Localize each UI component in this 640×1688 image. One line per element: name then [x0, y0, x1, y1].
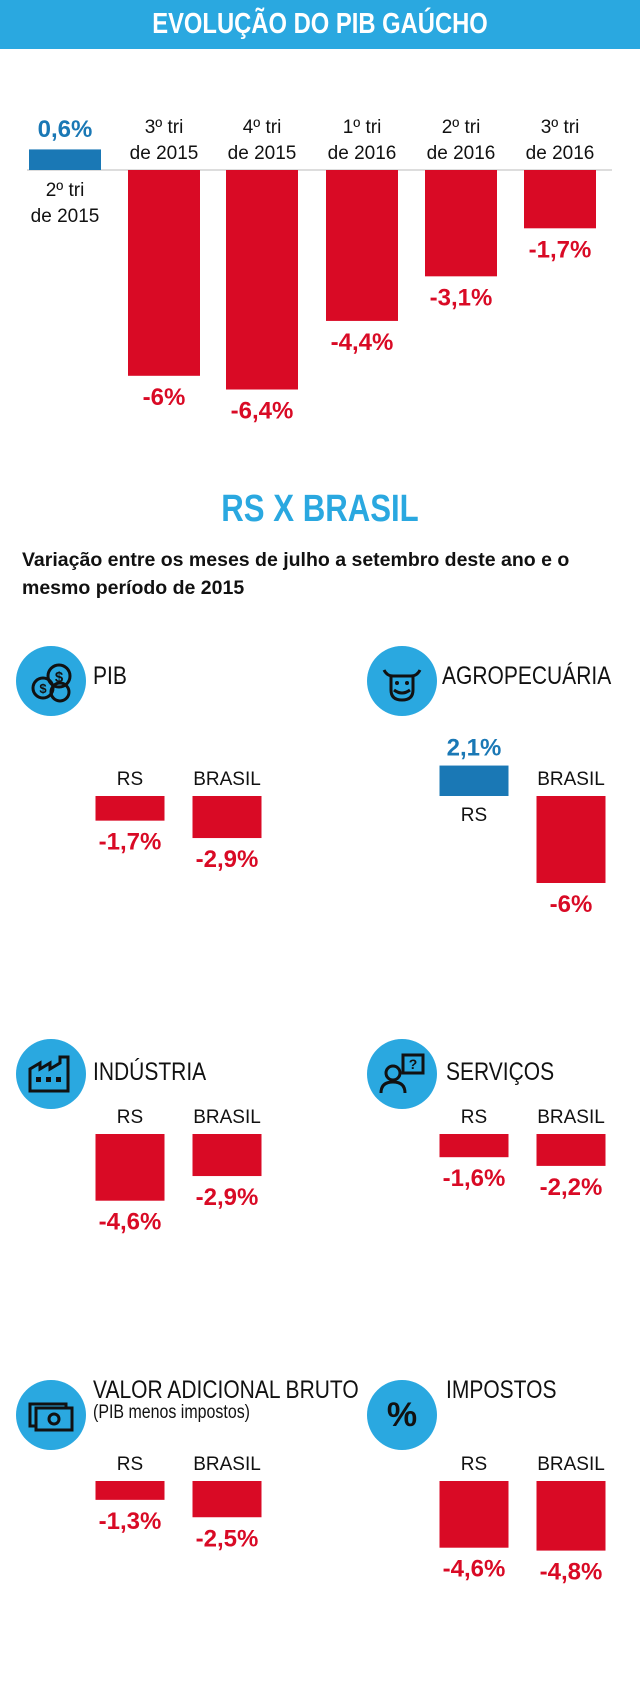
panel1-brasil-label: BRASIL [193, 769, 261, 790]
panel3-rs-value: -4,6% [99, 1209, 162, 1236]
svg-text:?: ? [409, 1056, 418, 1072]
panel5-rs-label: RS [117, 1454, 143, 1475]
panel3-brasil-value: -2,9% [196, 1184, 259, 1211]
category-label-5-line1: 3º tri [541, 117, 580, 138]
panel3-brasil-label: BRASIL [193, 1107, 261, 1128]
header-bar: EVOLUÇÃO DO PIB GAÚCHO [0, 0, 640, 49]
panel1-rs-value: -1,7% [99, 829, 162, 856]
panel4-brasil-value: -2,2% [540, 1174, 603, 1201]
panel6-brasil-value: -4,8% [540, 1559, 603, 1586]
panel6-rs-value: -4,6% [443, 1556, 506, 1583]
panel-title-valor-adicional: VALOR ADICIONAL BRUTO [93, 1376, 359, 1404]
panel4-brasil-label: BRASIL [537, 1107, 605, 1128]
panel-title-impostos: IMPOSTOS [446, 1376, 557, 1404]
panel1-rs-label: RS [117, 769, 143, 790]
panel6-brasil-label: BRASIL [537, 1454, 605, 1475]
category-label-2-line2: de 2015 [228, 143, 297, 164]
value-label-2: -6,4% [231, 398, 294, 425]
panel-title-pib: PIB [93, 662, 127, 690]
panel5-brasil-value: -2,5% [196, 1525, 259, 1552]
coins-icon: $ $ [16, 646, 86, 716]
panel2-rs-bar [439, 765, 509, 796]
panel-title-industria: INDÚSTRIA [93, 1058, 207, 1086]
panel2-brasil-label: BRASIL [537, 769, 605, 790]
category-label-4-line1: 2º tri [442, 117, 481, 138]
category-label-1-line2: de 2015 [130, 143, 199, 164]
category-label-0-line2: de 2015 [31, 206, 100, 227]
panel5-brasil-bar [192, 1481, 262, 1518]
category-label-5-line2: de 2016 [526, 143, 595, 164]
panel3-rs-label: RS [117, 1107, 143, 1128]
category-label-1-line1: 3º tri [145, 117, 184, 138]
value-label-3: -4,4% [331, 329, 394, 356]
panel-title-servicos: SERVIÇOS [446, 1058, 555, 1086]
bar-1 [128, 170, 200, 376]
bar-5 [524, 170, 596, 229]
category-label-4-line2: de 2016 [427, 143, 496, 164]
factory-icon [16, 1039, 86, 1109]
comparison-title: RS X BRASIL [221, 488, 419, 530]
svg-text:$: $ [55, 669, 64, 686]
panel-subtitle-valor-adicional: (PIB menos impostos) [93, 1402, 251, 1423]
category-label-2-line1: 4º tri [243, 117, 282, 138]
quarterly-gdp-chart: 0,6% 2º tri de 2015 3º tri de 2015 -6% 4º tri d… [27, 116, 612, 425]
percent-icon: % [367, 1380, 437, 1450]
panel3-brasil-bar [192, 1134, 262, 1177]
panel6-rs-bar [439, 1481, 509, 1548]
svg-text:$: $ [39, 681, 47, 696]
panel4-rs-value: -1,6% [443, 1165, 506, 1192]
value-label-4: -3,1% [430, 284, 493, 311]
service-person-icon: ? [367, 1039, 437, 1109]
panel1-rs-bar [95, 796, 165, 821]
bar-2 [226, 170, 298, 390]
value-label-0: 0,6% [38, 116, 93, 143]
panel4-rs-bar [439, 1134, 509, 1158]
bar-3 [326, 170, 398, 321]
panel2-brasil-value: -6% [550, 891, 593, 918]
panel5-rs-bar [95, 1481, 165, 1500]
panel2-rs-label: RS [461, 805, 487, 826]
bar-0 [29, 149, 101, 170]
panel5-rs-value: -1,3% [99, 1508, 162, 1535]
category-label-3-line2: de 2016 [328, 143, 397, 164]
comparison-subtitle: Variação entre os meses de julho a setem… [22, 549, 570, 599]
panel4-brasil-bar [536, 1134, 606, 1166]
panel4-rs-label: RS [461, 1107, 487, 1128]
page-title: EVOLUÇÃO DO PIB GAÚCHO [152, 8, 488, 40]
bar-4 [425, 170, 497, 277]
panel6-brasil-bar [536, 1481, 606, 1551]
svg-text:%: % [387, 1396, 417, 1434]
panel5-brasil-label: BRASIL [193, 1454, 261, 1475]
panel1-brasil-bar [192, 796, 262, 839]
money-bill-icon [16, 1380, 86, 1450]
panel2-brasil-bar [536, 796, 606, 883]
category-label-3-line1: 1º tri [343, 117, 382, 138]
panel6-rs-label: RS [461, 1454, 487, 1475]
value-label-5: -1,7% [529, 236, 592, 263]
value-label-1: -6% [143, 384, 186, 411]
panel1-brasil-value: -2,9% [196, 846, 259, 873]
panel2-rs-value: 2,1% [447, 735, 502, 762]
cow-icon [367, 646, 437, 716]
panel3-rs-bar [95, 1134, 165, 1201]
category-label-0-line1: 2º tri [46, 180, 85, 201]
panel-title-agropecuaria: AGROPECUÁRIA [442, 662, 612, 690]
